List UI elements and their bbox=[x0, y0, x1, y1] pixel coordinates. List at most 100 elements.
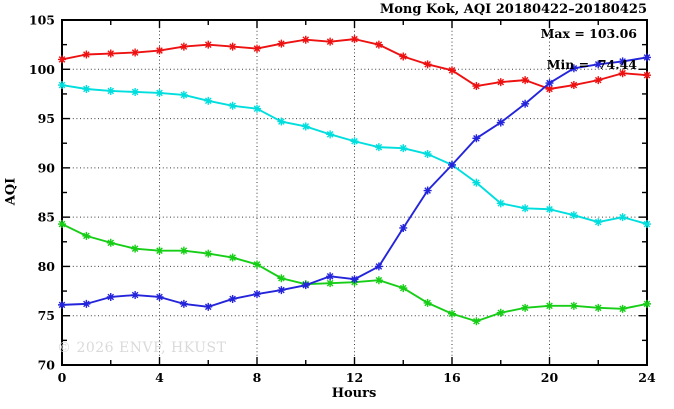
series-cyan-marker bbox=[131, 87, 140, 96]
series-blue-marker bbox=[374, 262, 383, 271]
series-red-marker bbox=[179, 42, 188, 51]
series-red-marker bbox=[423, 60, 432, 69]
series-cyan-marker bbox=[496, 199, 505, 208]
y-tick-label: 70 bbox=[38, 358, 56, 373]
series-red bbox=[58, 35, 651, 93]
series-red-marker bbox=[204, 40, 213, 49]
series-cyan-marker bbox=[179, 90, 188, 99]
series-cyan-marker bbox=[545, 205, 554, 214]
series-cyan-marker bbox=[569, 211, 578, 220]
y-tick-labels: 70 75 80 85 90 95 100 105 bbox=[29, 13, 55, 373]
series-green-marker bbox=[569, 301, 578, 310]
series-green-marker bbox=[399, 284, 408, 293]
series-red-marker bbox=[155, 46, 164, 55]
series-cyan-marker bbox=[228, 101, 237, 110]
series-blue-marker bbox=[448, 160, 456, 169]
series-red-marker bbox=[643, 71, 651, 80]
axis-ticks bbox=[61, 19, 648, 366]
series-green-marker bbox=[448, 309, 456, 318]
series-blue-marker bbox=[399, 223, 408, 232]
series-cyan-marker bbox=[423, 150, 432, 159]
series-blue-marker bbox=[301, 281, 310, 290]
series-blue bbox=[58, 53, 651, 311]
series-red-marker bbox=[301, 35, 310, 44]
series-green-marker bbox=[594, 303, 603, 312]
series-cyan-marker bbox=[643, 220, 651, 229]
series-cyan-marker bbox=[301, 122, 310, 131]
x-tick-label: 8 bbox=[253, 370, 262, 385]
series-green-marker bbox=[423, 298, 432, 307]
series-cyan-marker bbox=[82, 85, 91, 93]
series-cyan-marker bbox=[58, 81, 66, 90]
series-green-marker bbox=[374, 276, 383, 285]
y-tick-label: 85 bbox=[38, 210, 55, 225]
stats-annotation: Max = 103.06 Min = 74.44 bbox=[541, 26, 637, 73]
series-blue-marker bbox=[350, 275, 359, 284]
series-blue-marker bbox=[545, 79, 554, 88]
series-blue-marker bbox=[326, 272, 335, 281]
series-cyan-markers bbox=[58, 81, 651, 229]
series-green-marker bbox=[326, 279, 335, 288]
series-blue-marker bbox=[228, 294, 237, 303]
series-blue-marker bbox=[618, 57, 627, 66]
series-green-marker bbox=[155, 246, 164, 255]
series-red-marker bbox=[618, 69, 627, 78]
series-red-marker bbox=[326, 37, 335, 46]
series-cyan-marker bbox=[326, 130, 335, 139]
series-red-marker bbox=[569, 81, 578, 90]
series-red-markers bbox=[58, 35, 651, 93]
y-tick-label: 80 bbox=[38, 259, 56, 274]
series-blue-marker bbox=[423, 186, 432, 195]
series-cyan-line bbox=[61, 84, 648, 225]
series-cyan-marker bbox=[155, 88, 164, 97]
series-blue-markers bbox=[58, 53, 651, 311]
series-green-marker bbox=[58, 220, 66, 229]
series-blue-marker bbox=[472, 134, 481, 143]
series-blue-marker bbox=[82, 299, 91, 308]
y-tick-label: 100 bbox=[29, 62, 55, 77]
series-blue-marker bbox=[58, 300, 66, 309]
series-blue-marker bbox=[155, 292, 164, 301]
series-cyan-marker bbox=[618, 213, 627, 222]
stats-min: Min = 74.44 bbox=[546, 57, 637, 72]
y-tick-label: 90 bbox=[38, 160, 56, 175]
series-cyan bbox=[58, 81, 651, 229]
watermark: © 2026 ENVF, HKUST bbox=[57, 340, 227, 356]
series-green-marker bbox=[277, 274, 286, 283]
series-cyan-marker bbox=[399, 144, 408, 153]
chart-title: Mong Kok, AQI 20180422–20180425 bbox=[379, 2, 647, 17]
y-tick-label: 75 bbox=[38, 308, 55, 323]
series-cyan-marker bbox=[204, 96, 213, 105]
series-red-marker bbox=[521, 76, 530, 85]
stats-max: Max = 103.06 bbox=[540, 26, 637, 41]
series-cyan-marker bbox=[277, 117, 286, 126]
series-red-marker bbox=[545, 85, 554, 93]
series-green-marker bbox=[204, 249, 213, 258]
y-tick-label: 105 bbox=[29, 13, 55, 28]
series-blue-marker bbox=[496, 118, 505, 127]
series-green-marker bbox=[179, 246, 188, 255]
series-cyan-marker bbox=[594, 218, 603, 227]
series-green-marker bbox=[496, 308, 505, 317]
x-tick-labels: 0 4 8 12 16 20 24 bbox=[58, 370, 656, 385]
series-green-marker bbox=[82, 231, 91, 240]
series-blue-marker bbox=[521, 99, 530, 108]
series-red-marker bbox=[253, 44, 261, 53]
series-cyan-marker bbox=[521, 204, 530, 213]
series-green-marker bbox=[472, 317, 481, 326]
series-red-marker bbox=[228, 42, 237, 51]
series-red-marker bbox=[277, 39, 286, 48]
series-green-marker bbox=[228, 253, 237, 262]
series-green-marker bbox=[131, 244, 140, 253]
y-tick-label: 95 bbox=[38, 111, 55, 126]
series-blue-marker bbox=[179, 299, 188, 308]
series-cyan-marker bbox=[350, 137, 359, 146]
series-blue-marker bbox=[253, 290, 261, 299]
series-green-marker bbox=[521, 303, 530, 312]
series-red-marker bbox=[374, 40, 383, 49]
series-red-marker bbox=[594, 76, 603, 85]
x-tick-label: 24 bbox=[638, 370, 656, 385]
x-tick-label: 16 bbox=[443, 370, 461, 385]
